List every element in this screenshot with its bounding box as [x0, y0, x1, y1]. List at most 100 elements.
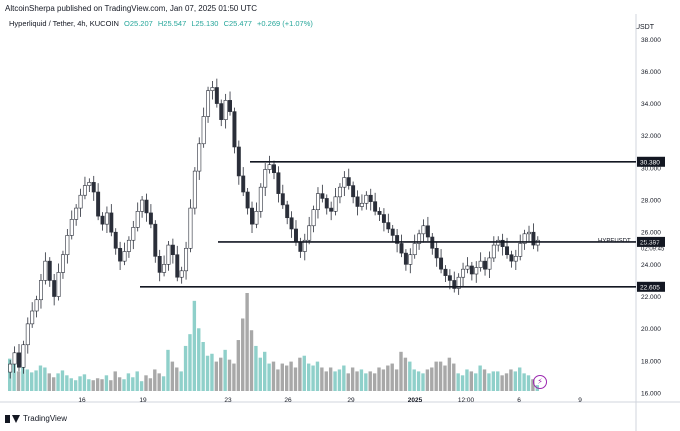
y-tick-label: 30.000	[641, 165, 661, 172]
volume-bar	[364, 373, 368, 391]
candle-down	[425, 225, 430, 238]
candle-up	[456, 276, 461, 289]
symbol-name: Hyperliquid / Tether, 4h, KUCOIN	[9, 19, 119, 28]
volume-bar	[368, 371, 372, 391]
candle-up	[162, 264, 167, 273]
volume-bar	[513, 371, 518, 391]
x-tick-label: 2025	[408, 397, 423, 404]
candle-down	[109, 212, 114, 233]
candle-up	[342, 177, 347, 188]
legend-close: C25.477	[223, 19, 252, 28]
volume-bar	[25, 369, 29, 391]
candle-down	[232, 111, 237, 148]
candle-up	[513, 256, 518, 262]
volume-bar	[474, 373, 478, 391]
candle-down	[346, 177, 351, 186]
candle-down	[245, 191, 250, 209]
candle-up	[302, 239, 307, 252]
volume-bar	[144, 375, 148, 391]
legend-open: O25.207	[124, 19, 153, 28]
volume-bar	[183, 345, 188, 391]
volume-bar	[131, 377, 135, 391]
candle-down	[320, 193, 325, 199]
volume-bar	[100, 379, 104, 391]
current-price-label: 25.477	[641, 238, 661, 245]
volume-bar	[381, 369, 386, 391]
volume-bar	[504, 373, 509, 391]
candle-up	[267, 164, 272, 170]
candle-up	[69, 219, 74, 236]
volume-bar	[139, 381, 144, 391]
volume-bar	[359, 369, 364, 391]
candle-down	[96, 191, 101, 217]
volume-bar	[78, 376, 82, 391]
volume-bar	[276, 369, 280, 391]
volume-bar	[531, 379, 535, 391]
candle-up	[412, 243, 417, 256]
candle-down	[298, 241, 303, 252]
volume-bar	[170, 361, 175, 391]
bar-countdown-label: 02:09:45	[641, 247, 665, 253]
candle-up	[210, 87, 215, 92]
candle-up	[30, 310, 35, 325]
volume-bar	[95, 378, 100, 391]
volume-bar	[526, 375, 531, 391]
volume-bar	[219, 357, 223, 391]
volume-bar	[496, 371, 500, 391]
level-price-tag	[637, 281, 665, 292]
volume-bar	[403, 357, 408, 391]
volume-bar	[465, 369, 469, 391]
candle-up	[478, 260, 483, 268]
volume-bar	[302, 355, 306, 391]
candle-down	[228, 100, 233, 112]
brand-name: TradingView	[23, 414, 68, 423]
volume-bar	[34, 370, 38, 391]
level-price-label: 25.397	[640, 239, 660, 246]
volume-bar	[87, 379, 91, 391]
volume-bar	[293, 367, 298, 391]
candle-down	[386, 222, 391, 230]
volume-bar	[430, 367, 434, 391]
candle-up	[60, 254, 65, 273]
volume-bar	[16, 371, 21, 391]
volume-bar	[443, 365, 447, 391]
candle-up	[258, 186, 263, 212]
candle-down	[157, 256, 162, 273]
volume-bar	[192, 300, 197, 391]
volume-bar	[447, 357, 452, 391]
candle-up	[126, 239, 131, 252]
x-tick-label: 19	[139, 397, 147, 404]
candle-down	[148, 212, 153, 225]
volume-bar	[43, 367, 47, 391]
volume-bar	[408, 361, 412, 391]
x-tick-label: 9	[578, 397, 582, 404]
candle-up	[65, 235, 70, 256]
candle-down	[395, 235, 400, 244]
volume-bar	[8, 358, 12, 391]
volume-bar	[197, 328, 201, 391]
candle-down	[118, 247, 123, 262]
volume-bar	[350, 367, 355, 391]
volume-bar	[399, 351, 403, 391]
volume-bar	[386, 365, 390, 391]
volume-bar	[241, 318, 245, 391]
y-tick-label: 24.000	[641, 262, 661, 269]
volume-bar	[56, 373, 60, 391]
volume-bar	[104, 375, 109, 391]
volume-bar	[333, 371, 337, 391]
chart-header: AltcoinSherpa published on TradingView.c…	[0, 0, 680, 31]
y-tick-label: 32.000	[641, 133, 661, 140]
candle-up	[333, 196, 338, 212]
volume-bar	[438, 361, 443, 391]
tradingview-footer: TradingView	[5, 414, 67, 423]
volume-bar	[342, 365, 346, 391]
candle-up	[166, 244, 171, 265]
y-tick-label: 36.000	[641, 69, 661, 76]
currency-label: USDT	[634, 24, 654, 31]
volume-bar	[372, 373, 377, 391]
candle-up	[188, 207, 193, 249]
candle-down	[289, 217, 294, 230]
lightning-icon[interactable]: ⚡	[533, 375, 547, 389]
candle-down	[47, 260, 52, 281]
